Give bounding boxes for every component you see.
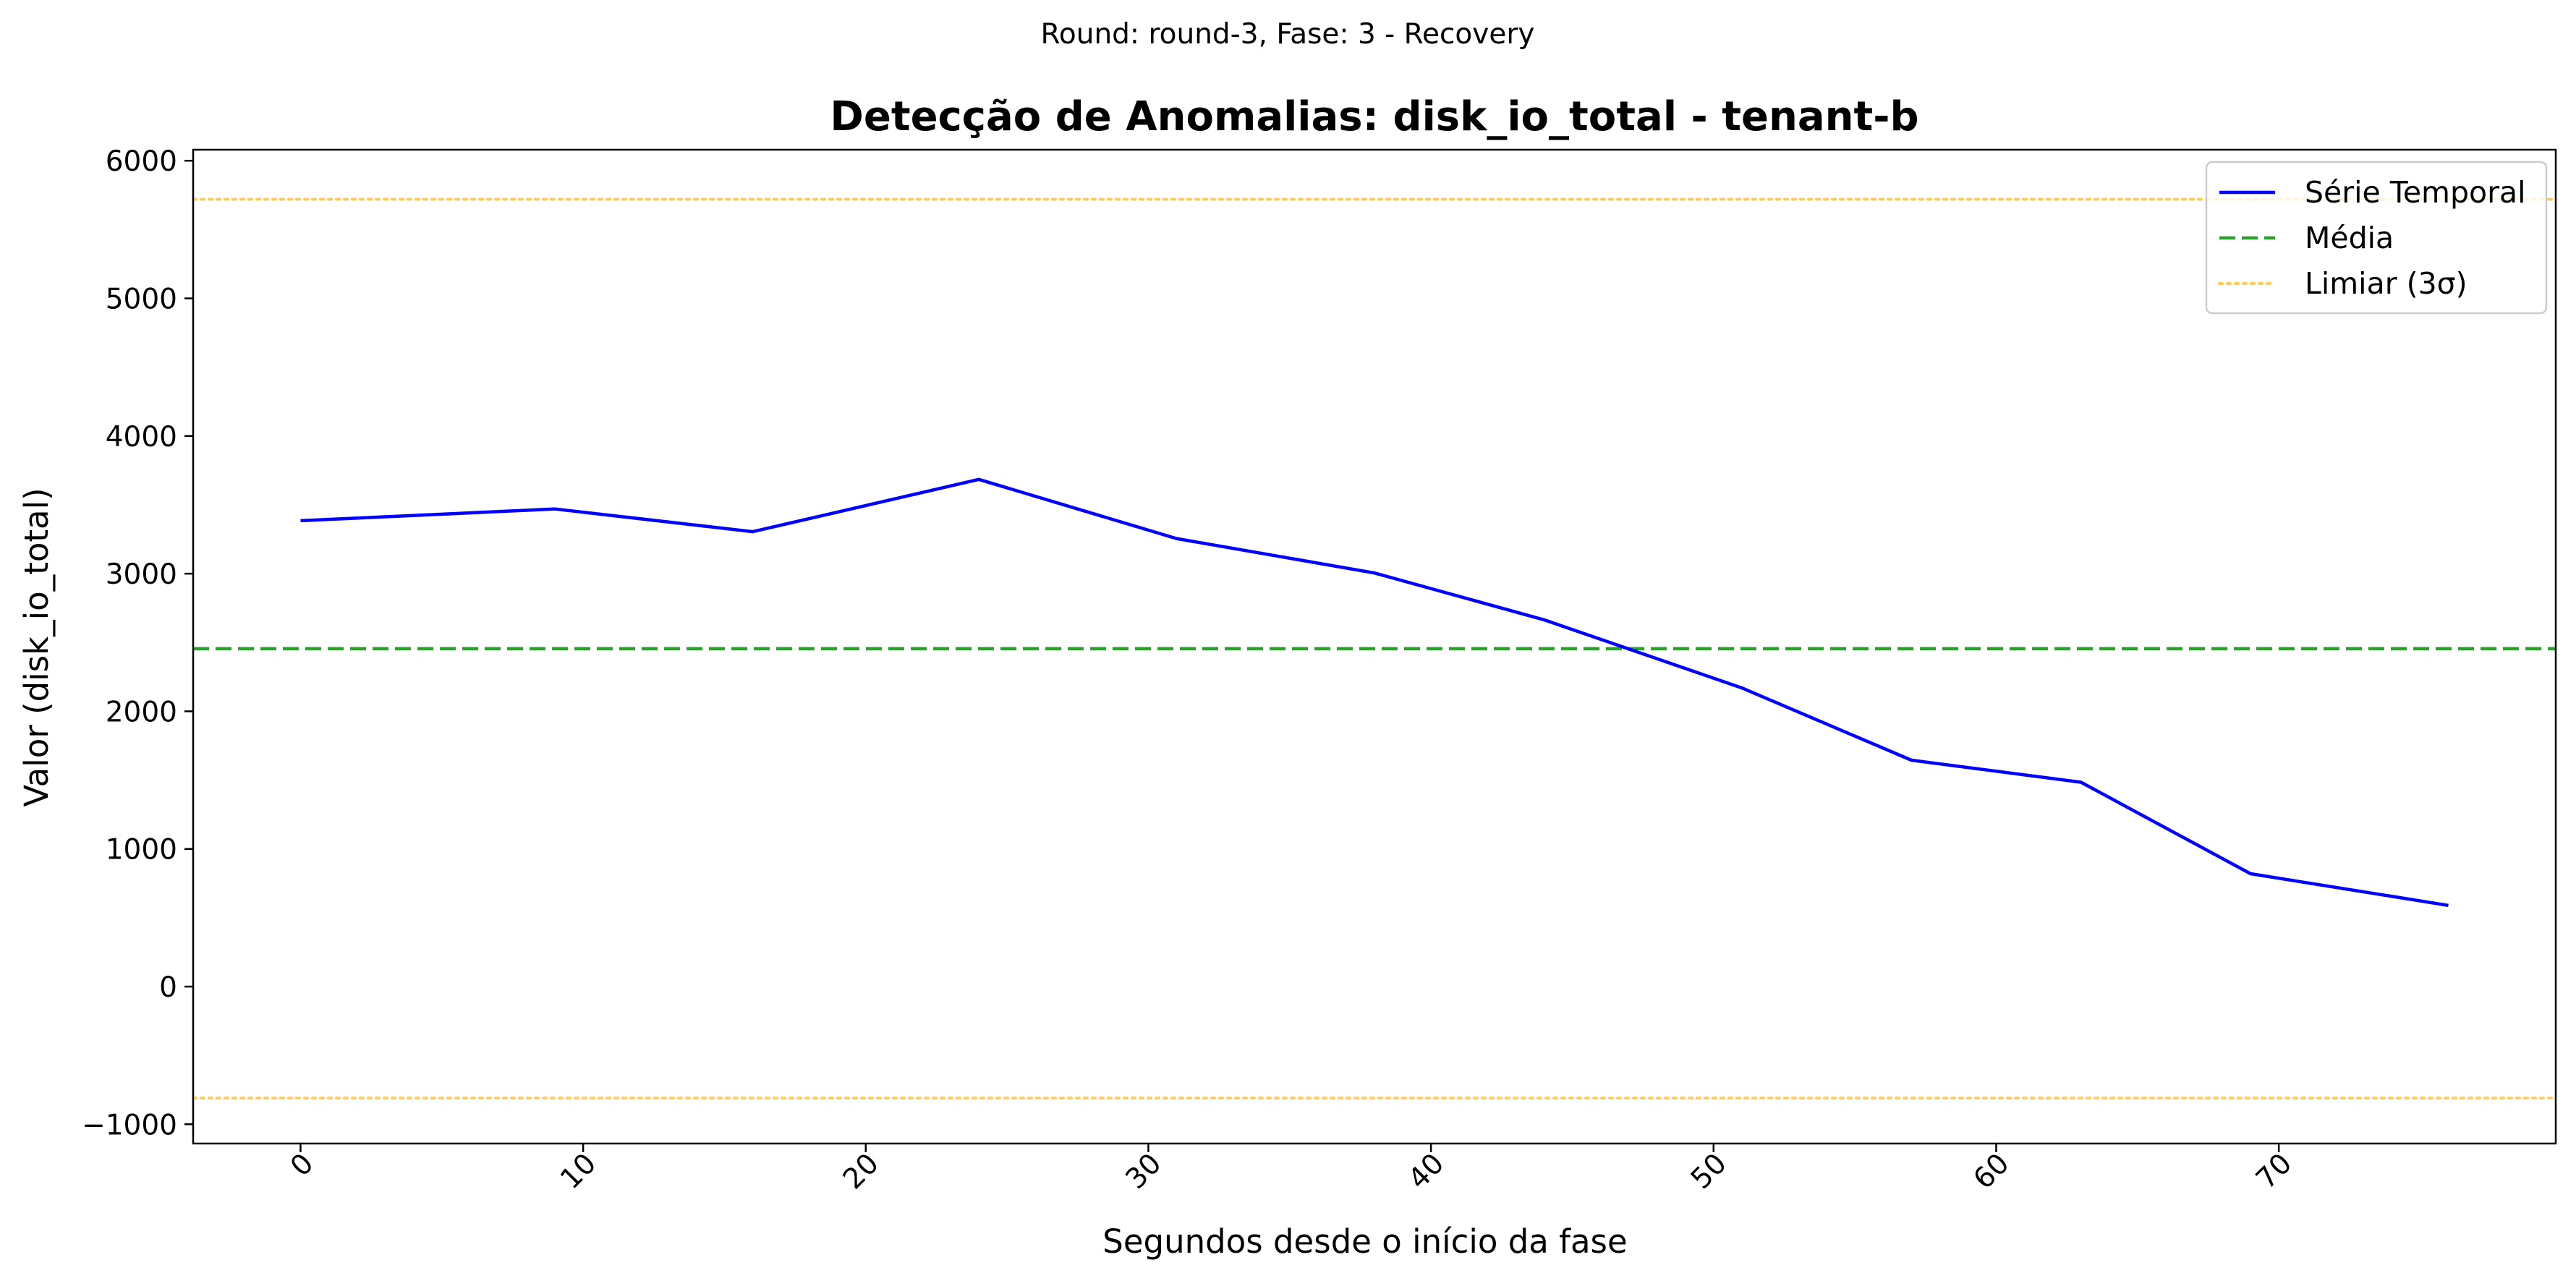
y-tick-label: 1000 xyxy=(106,834,177,866)
y-tick-label: 6000 xyxy=(106,145,177,178)
y-tick-label: 3000 xyxy=(106,558,177,591)
plot-frame xyxy=(192,148,2557,1145)
chart-suptitle: Round: round-3, Fase: 3 - Recovery xyxy=(1041,18,1535,51)
legend-label: Média xyxy=(2305,221,2394,255)
legend-label: Série Temporal xyxy=(2305,175,2525,210)
legend: Série Temporal Média Limiar (3σ) xyxy=(2205,161,2548,315)
x-tick-label: 30 xyxy=(1120,1147,1168,1196)
series-line-0 xyxy=(300,477,2449,908)
x-tick-label: 20 xyxy=(837,1147,885,1196)
legend-box xyxy=(2205,161,2548,315)
x-axis-label: Segundos desde o início da fase xyxy=(1102,1222,1627,1261)
y-axis-label: Valor (disk_io_total) xyxy=(17,487,56,806)
chart-title: Detecção de Anomalias: disk_io_total - t… xyxy=(830,93,1918,140)
y-tick-label: −1000 xyxy=(82,1109,177,1141)
y-tick-label: 2000 xyxy=(106,696,177,728)
legend-label: Limiar (3σ) xyxy=(2305,266,2467,301)
y-tick-label: 5000 xyxy=(106,284,177,316)
x-tick-label: 70 xyxy=(2250,1147,2298,1196)
x-axis: 0 10 20 30 40 50 60 70 xyxy=(284,1144,2298,1196)
y-tick-label: 0 xyxy=(159,971,177,1004)
x-tick-label: 0 xyxy=(284,1147,320,1183)
x-tick-label: 50 xyxy=(1685,1147,1733,1196)
x-tick-label: 40 xyxy=(1402,1147,1450,1196)
y-axis: −1000 0 1000 2000 3000 4000 5000 6000 xyxy=(82,145,193,1141)
x-tick-label: 60 xyxy=(1968,1147,2016,1196)
y-tick-label: 4000 xyxy=(106,421,177,453)
x-tick-label: 10 xyxy=(554,1147,603,1196)
plot-area xyxy=(192,148,2557,1145)
